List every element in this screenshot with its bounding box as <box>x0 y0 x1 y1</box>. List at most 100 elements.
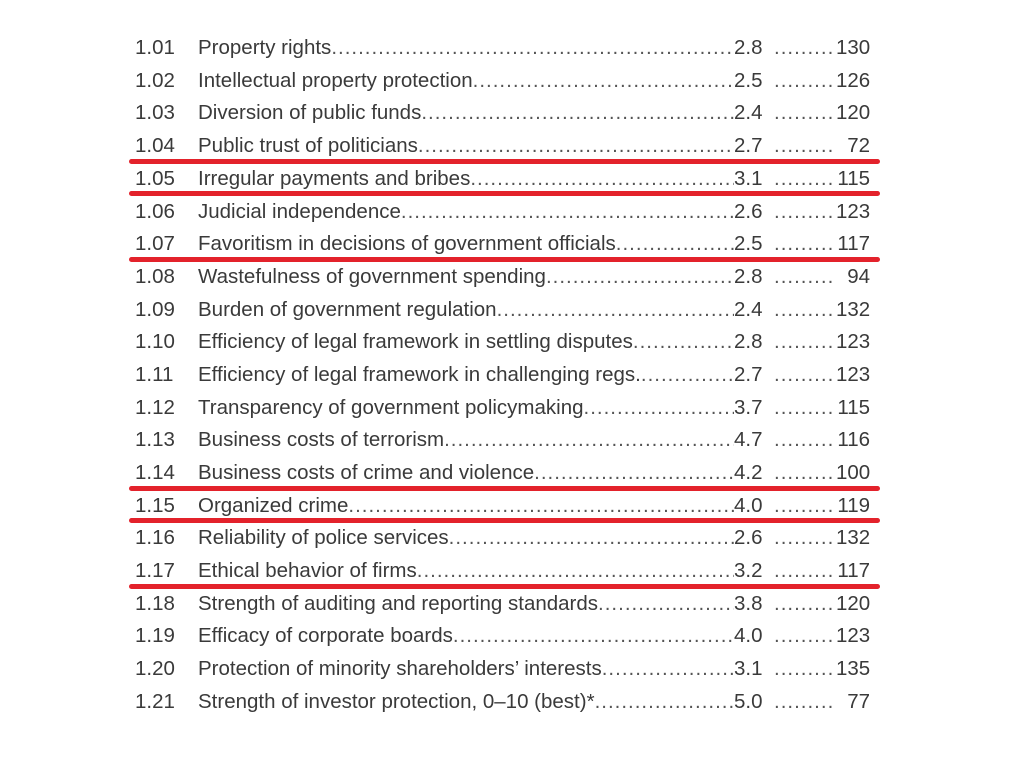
indicator-label: Burden of government regulation <box>198 299 497 321</box>
dot-leader <box>774 202 836 223</box>
indicator-rank: 94 <box>847 264 870 288</box>
indicator-number: 1.01 <box>135 36 175 60</box>
dot-leader <box>417 561 734 582</box>
indicator-rank: 77 <box>847 689 870 713</box>
indicator-score: 2.4 <box>734 101 763 125</box>
indicator-row: 1.05 Irregular payments and bribes 3.1 115 <box>129 163 880 197</box>
indicator-row: 1.02 Intellectual property protection 2.5 1… <box>135 65 870 98</box>
dot-leader <box>774 300 836 321</box>
indicator-score: 4.0 <box>734 624 763 648</box>
indicator-label: Business costs of terrorism <box>198 430 445 451</box>
indicator-number: 1.14 <box>135 461 175 485</box>
indicator-row: 1.04 Public trust of politicians 2.7 72 <box>129 130 880 164</box>
indicator-score: 3.7 <box>734 395 763 419</box>
indicator-rank: 120 <box>836 101 871 125</box>
indicator-rank: 123 <box>836 624 871 648</box>
indicator-label-cell: Diversion of public funds <box>198 103 734 124</box>
dot-leader <box>774 463 836 484</box>
indicator-label: Transparency of government policymaking <box>198 397 584 419</box>
indicator-rank: 116 <box>837 428 870 452</box>
dot-leader <box>774 430 836 451</box>
dot-leader <box>774 169 836 190</box>
indicator-label-cell: Judicial independence <box>198 202 734 223</box>
indicator-number: 1.15 <box>135 493 175 517</box>
red-highlight-underline <box>129 518 880 524</box>
indicator-label-cell: Public trust of politicians <box>198 136 734 157</box>
indicator-score: 2.8 <box>734 264 763 288</box>
indicator-number: 1.21 <box>135 689 175 713</box>
indicator-number: 1.05 <box>135 166 175 190</box>
indicator-score: 2.8 <box>734 36 763 60</box>
dot-leader <box>470 169 734 190</box>
indicator-label-cell: Business costs of crime and violence <box>198 463 734 484</box>
indicator-score: 4.2 <box>734 461 763 485</box>
indicator-score: 2.5 <box>734 232 763 256</box>
indicator-row: 1.19 Efficacy of corporate boards 4.0 123 <box>135 620 870 653</box>
indicator-label: Intellectual property protection <box>198 70 473 92</box>
indicator-row: 1.10 Efficiency of legal framework in set… <box>135 326 870 359</box>
indicator-number: 1.06 <box>135 199 175 223</box>
indicator-label-cell: Efficiency of legal framework in settlin… <box>198 332 734 353</box>
indicator-row: 1.07 Favoritism in decisions of governmen… <box>129 228 880 262</box>
indicator-row: 1.11 Efficiency of legal framework in cha… <box>135 359 870 392</box>
indicator-label: Irregular payments and bribes <box>198 168 471 190</box>
dot-leader <box>449 528 734 549</box>
dot-leader <box>774 365 836 386</box>
indicator-score: 4.0 <box>734 493 763 517</box>
indicator-rank: 72 <box>847 134 870 158</box>
dot-leader <box>418 136 734 157</box>
indicator-label-cell: Ethical behavior of firms <box>198 561 734 582</box>
indicator-label-cell: Transparency of government policymaking <box>198 398 734 419</box>
dot-leader <box>331 38 734 59</box>
indicator-rank: 132 <box>836 526 871 550</box>
dot-leader <box>497 300 734 321</box>
indicator-rank: 130 <box>836 36 871 60</box>
indicator-label: Organized crime <box>198 495 349 517</box>
indicator-label: Business costs of crime and violence <box>198 463 535 484</box>
indicator-label: Efficacy of corporate boards <box>198 626 453 647</box>
indicator-number: 1.02 <box>135 68 175 92</box>
indicator-label-cell: Property rights <box>198 38 734 59</box>
indicator-rank: 100 <box>836 461 871 485</box>
indicator-table: 1.01 Property rights 2.8 130 1.02 Intellectua… <box>129 32 880 718</box>
indicator-number: 1.11 <box>135 362 174 386</box>
dot-leader <box>774 594 836 615</box>
indicator-row: 1.12 Transparency of government policymak… <box>135 392 870 425</box>
indicator-label: Public trust of politicians <box>198 136 418 157</box>
indicator-score: 2.6 <box>734 526 763 550</box>
dot-leader <box>595 692 734 713</box>
indicator-number: 1.16 <box>135 526 175 550</box>
indicator-number: 1.10 <box>135 330 175 354</box>
indicator-number: 1.04 <box>135 134 175 158</box>
red-highlight-underline <box>129 191 880 197</box>
indicator-number: 1.08 <box>135 264 175 288</box>
indicator-score: 2.6 <box>734 199 763 223</box>
indicator-label-cell: Organized crime <box>198 496 734 517</box>
dot-leader <box>453 626 734 647</box>
indicator-label-cell: Protection of minority shareholders’ int… <box>198 659 734 680</box>
indicator-score: 4.7 <box>734 428 763 452</box>
indicator-score: 2.4 <box>734 297 763 321</box>
indicator-number: 1.12 <box>135 395 175 419</box>
dot-leader <box>774 38 836 59</box>
indicator-label: Protection of minority shareholders’ int… <box>198 659 602 680</box>
dot-leader <box>602 659 734 680</box>
dot-leader <box>774 626 836 647</box>
red-highlight-underline <box>129 583 880 589</box>
indicator-label-cell: Wastefulness of government spending <box>198 267 734 288</box>
indicator-label: Property rights <box>198 38 332 59</box>
indicator-rank: 117 <box>837 559 870 583</box>
indicator-rank: 117 <box>837 232 870 256</box>
dot-leader <box>546 267 734 288</box>
indicator-rank: 123 <box>836 362 871 386</box>
dot-leader <box>421 103 734 124</box>
indicator-label-cell: Strength of auditing and reporting stand… <box>198 594 734 615</box>
dot-leader <box>774 71 836 92</box>
indicator-score: 3.8 <box>734 591 763 615</box>
indicator-score: 3.1 <box>734 166 763 190</box>
indicator-label: Efficiency of legal framework in challen… <box>198 364 641 386</box>
indicator-label: Strength of auditing and reporting stand… <box>198 593 599 615</box>
indicator-row: 1.01 Property rights 2.8 130 <box>135 32 870 65</box>
indicator-number: 1.17 <box>135 559 175 583</box>
indicator-score: 3.2 <box>734 559 763 583</box>
